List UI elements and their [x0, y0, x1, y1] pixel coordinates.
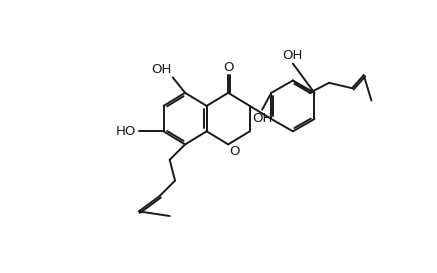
Text: OH: OH — [283, 49, 303, 62]
Text: OH: OH — [252, 112, 272, 125]
Text: O: O — [230, 145, 240, 158]
Text: OH: OH — [151, 63, 171, 76]
Text: O: O — [223, 61, 233, 73]
Text: HO: HO — [115, 125, 136, 138]
